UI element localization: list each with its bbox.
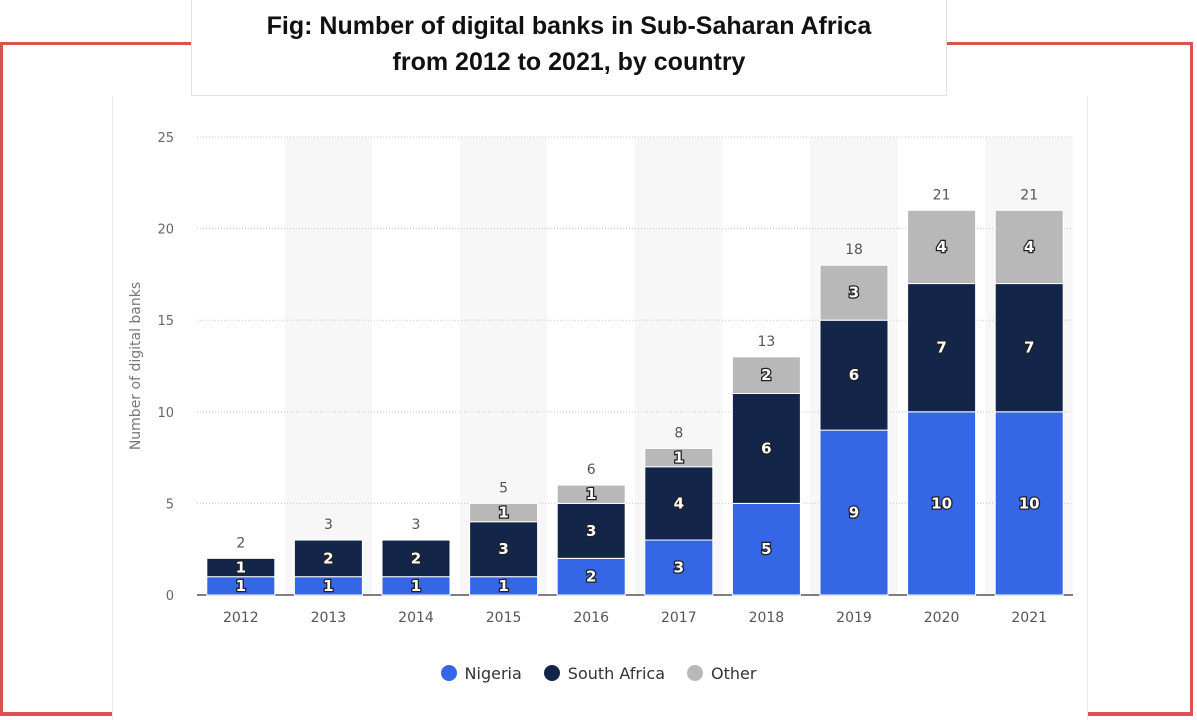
total-label: 8 — [674, 425, 683, 441]
data-label: 3 — [498, 540, 508, 558]
x-axis-ticks: 2012 2013 2014 2015 2016 2017 2018 2019 2020 2021 — [223, 610, 1047, 626]
x-tick-label: 2015 — [486, 610, 522, 626]
data-label: 1 — [498, 504, 508, 522]
legend-item[interactable]: Nigeria — [440, 663, 522, 683]
data-label: 4 — [1024, 238, 1034, 256]
data-label: 2 — [761, 366, 771, 384]
bars: 1121231231315231634185621396318107421107… — [206, 187, 1064, 596]
total-label: 18 — [845, 242, 863, 258]
x-tick-label: 2019 — [836, 610, 872, 626]
legend-marker — [440, 665, 457, 681]
x-tick-label: 2017 — [661, 610, 697, 626]
bar-segment — [731, 502, 801, 596]
legend-item[interactable]: South Africa — [543, 663, 666, 683]
data-label: 1 — [586, 485, 596, 503]
legend-marker — [543, 665, 560, 681]
data-label: 9 — [849, 504, 859, 522]
data-label: 4 — [674, 494, 684, 512]
data-label: 7 — [1024, 339, 1034, 357]
legend-label: Nigeria — [464, 663, 522, 683]
y-tick-label: 0 — [166, 589, 174, 604]
data-label: 1 — [674, 449, 684, 467]
bar-segment — [907, 283, 977, 413]
data-label: 3 — [849, 284, 859, 302]
bar-segment — [293, 539, 363, 578]
x-tick-label: 2012 — [223, 610, 259, 626]
data-label: 1 — [411, 577, 421, 595]
bar-segment — [994, 411, 1064, 596]
data-label: 2 — [323, 549, 333, 567]
y-axis-label: Number of digital banks — [128, 282, 144, 450]
total-label: 5 — [499, 480, 508, 496]
total-label: 21 — [933, 187, 951, 203]
data-label: 10 — [931, 494, 952, 512]
total-label: 21 — [1020, 187, 1038, 203]
data-label: 5 — [761, 540, 771, 558]
x-tick-label: 2016 — [573, 610, 609, 626]
bar-segment — [644, 447, 714, 468]
bar-segment — [644, 466, 714, 541]
data-label: 3 — [674, 559, 684, 577]
data-label: 6 — [761, 439, 771, 457]
column-band — [284, 137, 373, 595]
legend-label: South Africa — [567, 663, 666, 683]
data-label: 1 — [236, 559, 246, 577]
title-box: Fig: Number of digital banks in Sub-Saha… — [191, 0, 947, 96]
legend: Nigeria South Africa Other — [0, 660, 1197, 686]
bar-segment — [206, 557, 276, 578]
data-label: 4 — [936, 238, 946, 256]
y-tick-label: 10 — [157, 406, 174, 421]
x-tick-label: 2013 — [311, 610, 347, 626]
bar-segment — [907, 411, 977, 596]
legend-label: Other — [711, 663, 757, 683]
x-tick-label: 2014 — [398, 610, 434, 626]
data-label: 10 — [1019, 494, 1040, 512]
data-label: 7 — [936, 339, 946, 357]
data-label: 2 — [586, 568, 596, 586]
data-label: 1 — [498, 577, 508, 595]
legend-item[interactable]: Other — [687, 664, 756, 683]
y-tick-label: 15 — [157, 314, 174, 329]
bar-segment — [381, 539, 451, 578]
x-tick-label: 2020 — [924, 610, 960, 626]
data-label: 6 — [849, 366, 859, 384]
bar-segment — [556, 484, 626, 504]
chart-title: Fig: Number of digital banks in Sub-Saha… — [192, 0, 946, 80]
y-tick-label: 20 — [157, 223, 174, 238]
data-label: 1 — [236, 577, 246, 595]
total-label: 3 — [412, 517, 421, 533]
x-tick-label: 2018 — [749, 610, 785, 626]
bar-segment — [819, 264, 889, 321]
y-tick-label: 25 — [157, 131, 174, 146]
data-label: 3 — [586, 522, 596, 540]
bar-segment — [994, 283, 1064, 413]
bar-segment — [731, 356, 801, 394]
chart-title-line-1: Fig: Number of digital banks in Sub-Saha… — [266, 12, 872, 40]
bar-segment — [994, 209, 1064, 285]
chart-title-line-2: from 2012 to 2021, by country — [392, 48, 746, 76]
data-label: 1 — [323, 577, 333, 595]
legend-marker — [687, 665, 704, 681]
x-tick-label: 2021 — [1011, 610, 1047, 626]
bar-segment — [469, 502, 539, 523]
bar-segment — [469, 521, 539, 578]
total-label: 6 — [587, 462, 596, 478]
total-label: 2 — [236, 535, 245, 551]
bar-segment — [907, 209, 977, 285]
y-axis-ticks: 0 5 10 15 20 25 — [157, 131, 174, 604]
data-label: 2 — [411, 549, 421, 567]
total-label: 13 — [757, 334, 775, 350]
y-tick-label: 5 — [166, 497, 174, 512]
bar-segment — [819, 319, 889, 431]
bar-segment — [556, 557, 626, 596]
total-label: 3 — [324, 517, 333, 533]
bar-segment — [644, 539, 714, 596]
bar-segment — [556, 502, 626, 559]
